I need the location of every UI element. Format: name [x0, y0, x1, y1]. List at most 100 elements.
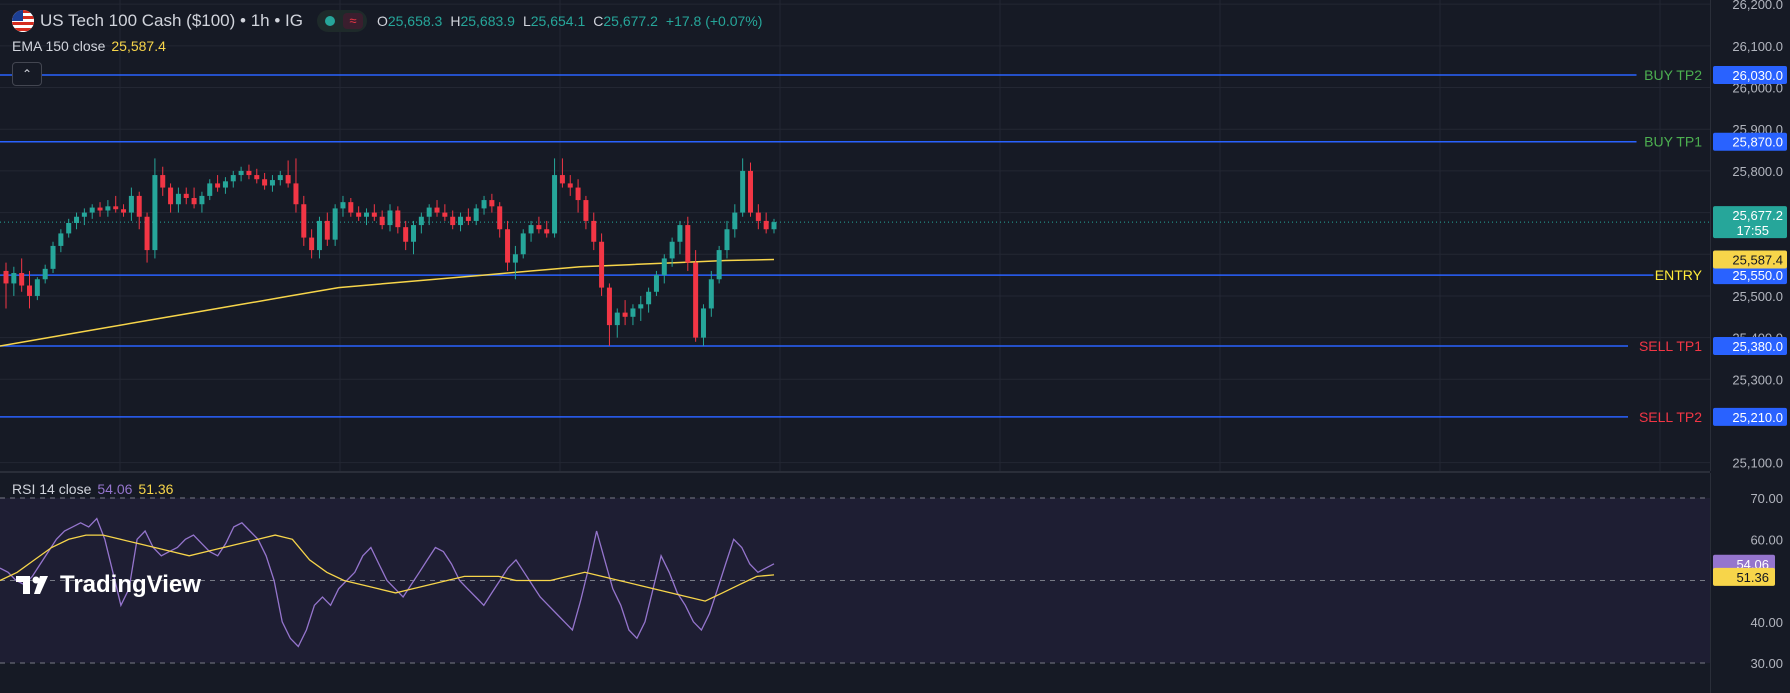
- candle-body[interactable]: [309, 237, 315, 251]
- candle-body[interactable]: [136, 195, 142, 217]
- candle-body[interactable]: [160, 175, 166, 188]
- ema-line[interactable]: [0, 258, 775, 347]
- candle-body[interactable]: [528, 225, 534, 234]
- candle-body[interactable]: [716, 250, 722, 280]
- price-chart-canvas[interactable]: BUY TP2 BUY TP1 ENTRY SELL TP1 SELL TP2: [0, 0, 1710, 471]
- candle-body[interactable]: [536, 225, 542, 230]
- rsi-line[interactable]: [0, 517, 775, 648]
- candle-body[interactable]: [700, 308, 706, 338]
- candle-body[interactable]: [442, 212, 448, 217]
- candle-body[interactable]: [168, 187, 174, 205]
- candle-body[interactable]: [567, 183, 573, 188]
- candle-body[interactable]: [89, 207, 95, 213]
- candle-body[interactable]: [740, 170, 746, 213]
- price-scale-canvas[interactable]: 26,200.026,100.026,000.025,900.025,800.0…: [1711, 0, 1790, 471]
- candle-body[interactable]: [685, 225, 691, 263]
- candle-body[interactable]: [144, 216, 150, 251]
- price-scale[interactable]: 26,200.0 26,100.0 26,000.0 25,900.0 25,800.0…: [1710, 0, 1790, 471]
- symbol-legend[interactable]: US Tech 100 Cash ($100) • 1h • IG ≈ O25,…: [12, 10, 762, 32]
- rsi-legend[interactable]: RSI 14 close 54.06 51.36: [12, 481, 173, 497]
- candle-body[interactable]: [544, 229, 550, 234]
- candle-body[interactable]: [356, 212, 362, 217]
- candle-body[interactable]: [27, 285, 33, 296]
- main-chart-pane[interactable]: BUY TP2 BUY TP1 ENTRY SELL TP1 SELL TP2 US T…: [0, 0, 1710, 471]
- candle-body[interactable]: [591, 220, 597, 242]
- candle-body[interactable]: [505, 229, 511, 263]
- candle-body[interactable]: [669, 241, 675, 259]
- candle-body[interactable]: [450, 216, 456, 226]
- candle-body[interactable]: [677, 225, 683, 242]
- candle-body[interactable]: [520, 233, 526, 255]
- candle-body[interactable]: [301, 204, 307, 238]
- candle-body[interactable]: [583, 200, 589, 221]
- tradingview-logo[interactable]: TradingView: [16, 571, 201, 599]
- candle-body[interactable]: [708, 279, 714, 309]
- candle-body[interactable]: [332, 208, 338, 240]
- candle-body[interactable]: [771, 222, 777, 230]
- pane-divider[interactable]: [0, 471, 1710, 473]
- candle-body[interactable]: [199, 195, 205, 205]
- candle-body[interactable]: [418, 216, 424, 226]
- candle-body[interactable]: [747, 170, 753, 213]
- candle-body[interactable]: [42, 268, 48, 280]
- candle-body[interactable]: [630, 308, 636, 317]
- candle-body[interactable]: [552, 175, 558, 234]
- candle-body[interactable]: [363, 212, 369, 217]
- candle-body[interactable]: [481, 200, 487, 209]
- candle-body[interactable]: [661, 258, 667, 276]
- candle-body[interactable]: [293, 183, 299, 205]
- candle-body[interactable]: [763, 220, 769, 230]
- candle-body[interactable]: [222, 181, 228, 188]
- candle-body[interactable]: [269, 180, 275, 186]
- candle-body[interactable]: [638, 304, 644, 309]
- candle-body[interactable]: [183, 193, 189, 198]
- market-status-pill[interactable]: ≈: [316, 10, 367, 32]
- candle-body[interactable]: [97, 207, 103, 211]
- candle-body[interactable]: [113, 206, 119, 210]
- candle-body[interactable]: [646, 291, 652, 305]
- candle-body[interactable]: [755, 212, 761, 221]
- candle-body[interactable]: [207, 183, 213, 196]
- candle-body[interactable]: [254, 175, 260, 180]
- candle-body[interactable]: [387, 210, 393, 226]
- candle-body[interactable]: [379, 216, 385, 226]
- candle-body[interactable]: [34, 279, 40, 296]
- candle-body[interactable]: [285, 175, 291, 184]
- candle-body[interactable]: [324, 220, 330, 240]
- candle-body[interactable]: [348, 202, 354, 213]
- candle-body[interactable]: [512, 254, 518, 263]
- candle-body[interactable]: [693, 262, 699, 338]
- candle-body[interactable]: [19, 273, 25, 286]
- candle-body[interactable]: [411, 225, 417, 242]
- ema-legend[interactable]: EMA 150 close 25,587.4: [12, 38, 166, 54]
- candle-body[interactable]: [58, 233, 64, 246]
- candle-body[interactable]: [458, 216, 464, 226]
- candle-body[interactable]: [606, 287, 612, 326]
- candle-body[interactable]: [175, 193, 181, 205]
- candle-body[interactable]: [262, 179, 268, 186]
- candle-body[interactable]: [614, 312, 620, 326]
- candle-body[interactable]: [81, 212, 87, 217]
- candle-body[interactable]: [395, 210, 401, 228]
- rsi-ma-line[interactable]: [0, 534, 775, 602]
- candle-body[interactable]: [497, 206, 503, 230]
- rsi-pane[interactable]: RSI 14 close 54.06 51.36 TradingView: [0, 473, 1710, 693]
- candle-body[interactable]: [434, 207, 440, 213]
- candle-body[interactable]: [66, 222, 72, 234]
- candle-body[interactable]: [426, 207, 432, 217]
- candle-body[interactable]: [215, 183, 221, 188]
- candle-body[interactable]: [732, 212, 738, 230]
- candle-body[interactable]: [121, 209, 127, 213]
- candle-body[interactable]: [3, 270, 9, 284]
- candle-body[interactable]: [371, 212, 377, 217]
- candle-body[interactable]: [191, 197, 197, 205]
- candle-body[interactable]: [599, 241, 605, 288]
- candle-body[interactable]: [238, 170, 244, 176]
- collapse-legend-button[interactable]: ⌃: [12, 62, 42, 86]
- candle-body[interactable]: [489, 200, 495, 207]
- candle-body[interactable]: [50, 245, 56, 269]
- candle-body[interactable]: [105, 206, 111, 211]
- candle-body[interactable]: [653, 275, 659, 292]
- candle-body[interactable]: [246, 170, 252, 176]
